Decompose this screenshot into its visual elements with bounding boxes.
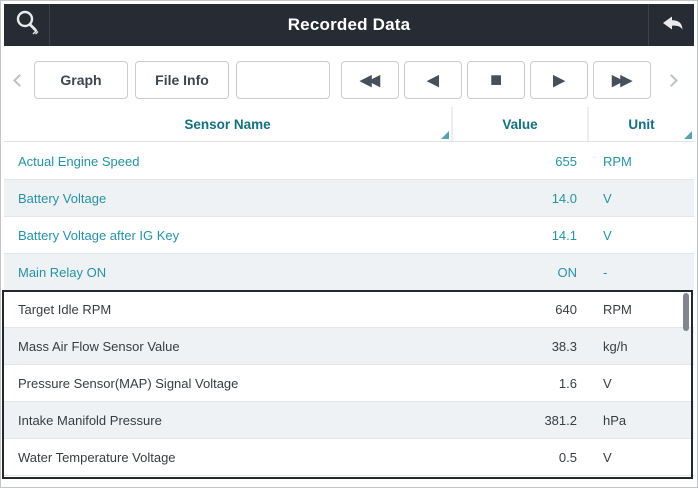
- step-back-button[interactable]: ◀: [404, 61, 462, 99]
- table-row[interactable]: Battery Voltage 14.0 V: [4, 180, 694, 217]
- prev-page-chevron[interactable]: [4, 61, 34, 99]
- value-cell: 381.2: [544, 412, 577, 428]
- table-row[interactable]: Main Relay ON ON -: [4, 254, 694, 291]
- sensor-name-cell: Water Temperature Voltage: [18, 449, 176, 465]
- value-cell: 0.5: [558, 449, 577, 465]
- unit-cell: V: [603, 375, 612, 391]
- unit-cell: V: [603, 227, 612, 243]
- next-page-chevron[interactable]: [656, 61, 686, 99]
- search-button[interactable]: [4, 4, 50, 46]
- sort-corner-icon: [441, 131, 449, 139]
- step-back-icon: ◀: [427, 72, 438, 89]
- title-bar: Recorded Data: [4, 4, 694, 46]
- value-cell: 14.1: [551, 227, 577, 243]
- sensor-name-cell: Intake Manifold Pressure: [18, 412, 162, 428]
- sort-corner-icon: [684, 131, 692, 139]
- blank-button[interactable]: [236, 61, 330, 99]
- sensor-name-cell: Battery Voltage after IG Key: [18, 227, 180, 243]
- table-row[interactable]: Mass Air Flow Sensor Value 38.3 kg/h: [4, 328, 694, 365]
- sensor-name-header-label: Sensor Name: [184, 116, 271, 132]
- file-info-button[interactable]: File Info: [135, 61, 229, 99]
- sensor-name-cell: Target Idle RPM: [18, 301, 112, 317]
- page-title: Recorded Data: [287, 15, 411, 34]
- table-row[interactable]: Water Temperature Voltage 0.5 V: [4, 439, 694, 476]
- chevron-right-icon: [664, 73, 678, 87]
- toolbar: Graph File Info ◀◀ ◀ ■ ▶ ▶▶: [4, 58, 694, 102]
- table-row[interactable]: Pressure Sensor(MAP) Signal Voltage 1.6 …: [4, 365, 694, 402]
- sensor-name-cell: Battery Voltage: [18, 190, 107, 206]
- unit-cell: kg/h: [603, 338, 628, 354]
- value-cell: 38.3: [551, 338, 577, 354]
- unit-cell: RPM: [603, 153, 632, 169]
- table-body: Actual Engine Speed 655 RPM Battery Volt…: [4, 143, 694, 476]
- magnifier-icon: [12, 8, 42, 43]
- unit-cell: V: [603, 190, 612, 206]
- value-cell: 14.0: [551, 190, 577, 206]
- value-cell: ON: [557, 264, 578, 280]
- unit-cell: V: [603, 449, 612, 465]
- column-header-value[interactable]: Value: [453, 107, 589, 141]
- chevron-left-icon: [12, 73, 26, 87]
- value-header-label: Value: [502, 116, 538, 132]
- unit-cell: hPa: [603, 412, 627, 428]
- sensor-name-cell: Mass Air Flow Sensor Value: [18, 338, 180, 354]
- table-row[interactable]: Actual Engine Speed 655 RPM: [4, 143, 694, 180]
- unit-cell: RPM: [603, 301, 632, 317]
- unit-cell: -: [603, 264, 608, 280]
- sensor-name-cell: Main Relay ON: [18, 264, 107, 280]
- rewind-button[interactable]: ◀◀: [341, 61, 399, 99]
- column-header-unit[interactable]: Unit: [589, 107, 694, 141]
- fast-forward-icon: ▶▶: [611, 72, 632, 89]
- graph-button[interactable]: Graph: [34, 61, 128, 99]
- scrollbar-thumb[interactable]: [683, 293, 689, 331]
- table-row[interactable]: Target Idle RPM 640 RPM: [4, 291, 694, 328]
- stop-icon: ■: [489, 68, 503, 91]
- unit-header-label: Unit: [628, 116, 655, 132]
- table-header: Sensor Name Value Unit: [4, 107, 694, 142]
- table-row[interactable]: Battery Voltage after IG Key 14.1 V: [4, 217, 694, 254]
- rewind-icon: ◀◀: [359, 72, 380, 89]
- value-cell: 655: [555, 153, 577, 169]
- stop-button[interactable]: ■: [467, 61, 525, 99]
- column-header-sensor-name[interactable]: Sensor Name: [4, 107, 453, 141]
- fast-forward-button[interactable]: ▶▶: [593, 61, 651, 99]
- play-button[interactable]: ▶: [530, 61, 588, 99]
- value-cell: 1.6: [558, 375, 577, 391]
- back-button[interactable]: [648, 4, 694, 46]
- value-cell: 640: [555, 301, 577, 317]
- sensor-name-cell: Actual Engine Speed: [18, 153, 140, 169]
- play-icon: ▶: [553, 72, 564, 89]
- return-arrow-icon: [658, 9, 686, 42]
- table-row[interactable]: Intake Manifold Pressure 381.2 hPa: [4, 402, 694, 439]
- sensor-name-cell: Pressure Sensor(MAP) Signal Voltage: [18, 375, 239, 391]
